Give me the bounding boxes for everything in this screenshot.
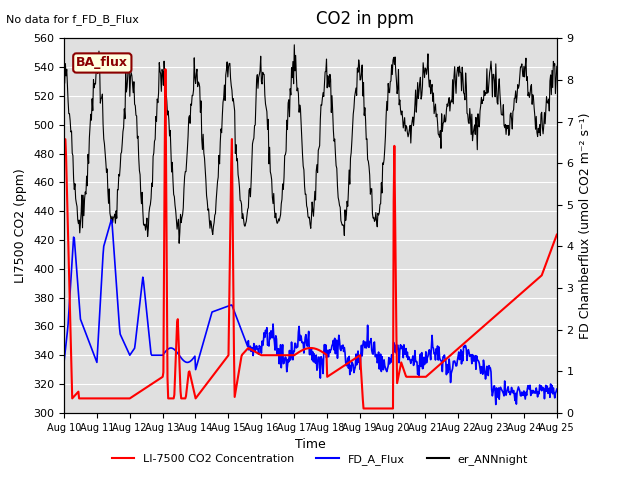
Text: CO2 in ppm: CO2 in ppm (316, 10, 414, 28)
Text: No data for f_FD_B_Flux: No data for f_FD_B_Flux (6, 14, 140, 25)
X-axis label: Time: Time (295, 438, 326, 451)
Text: BA_flux: BA_flux (76, 57, 128, 70)
Y-axis label: LI7500 CO2 (ppm): LI7500 CO2 (ppm) (15, 168, 28, 283)
Legend: LI-7500 CO2 Concentration, FD_A_Flux, er_ANNnight: LI-7500 CO2 Concentration, FD_A_Flux, er… (108, 450, 532, 469)
Y-axis label: FD Chamberflux (umol CO2 m⁻² s⁻¹): FD Chamberflux (umol CO2 m⁻² s⁻¹) (579, 112, 592, 339)
